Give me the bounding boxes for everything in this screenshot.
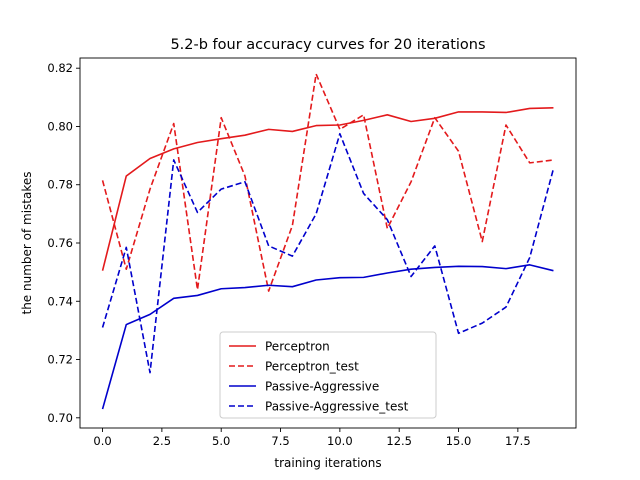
legend: Perceptron Perceptron_test Passive-Aggress… [219, 331, 437, 419]
legend-label: Perceptron [265, 340, 330, 354]
series-line-perceptron [101, 107, 554, 271]
series-line-perceptron-test [101, 73, 554, 292]
x-axis-label: training iterations [274, 456, 381, 470]
y-axis: 0.70 0.72 0.74 0.76 0.78 0.80 0.82 [47, 61, 80, 425]
series-line-passive-aggressive-test [101, 132, 555, 374]
legend-box [219, 331, 437, 419]
chart-title: 5.2-b four accuracy curves for 20 iterat… [170, 37, 485, 53]
y-tick-label: 0.70 [47, 411, 73, 425]
y-tick-label: 0.78 [47, 178, 73, 192]
legend-label: Passive-Aggressive [265, 380, 379, 394]
x-tick-label: 17.5 [505, 434, 531, 448]
x-tick-label: 12.5 [386, 434, 412, 448]
x-axis: 0.0 2.5 5.0 7.5 10.0 12.5 15.0 17.5 [93, 428, 531, 448]
y-tick-label: 0.80 [47, 119, 73, 133]
y-tick-label: 0.72 [47, 353, 73, 367]
legend-label: Passive-Aggressive_test [265, 400, 409, 414]
legend-label: Perceptron_test [265, 360, 359, 374]
y-tick-label: 0.76 [47, 236, 73, 250]
series-layer [101, 73, 555, 410]
y-tick-label: 0.74 [47, 294, 73, 308]
series-line-passive-aggressive [101, 264, 554, 410]
x-tick-label: 10.0 [327, 434, 353, 448]
y-axis-label: the number of mistakes [20, 171, 34, 314]
x-tick-label: 15.0 [446, 434, 472, 448]
x-tick-label: 2.5 [153, 434, 171, 448]
y-tick-label: 0.82 [47, 61, 73, 75]
x-tick-label: 5.0 [212, 434, 230, 448]
x-tick-label: 7.5 [271, 434, 289, 448]
x-tick-label: 0.0 [93, 434, 111, 448]
